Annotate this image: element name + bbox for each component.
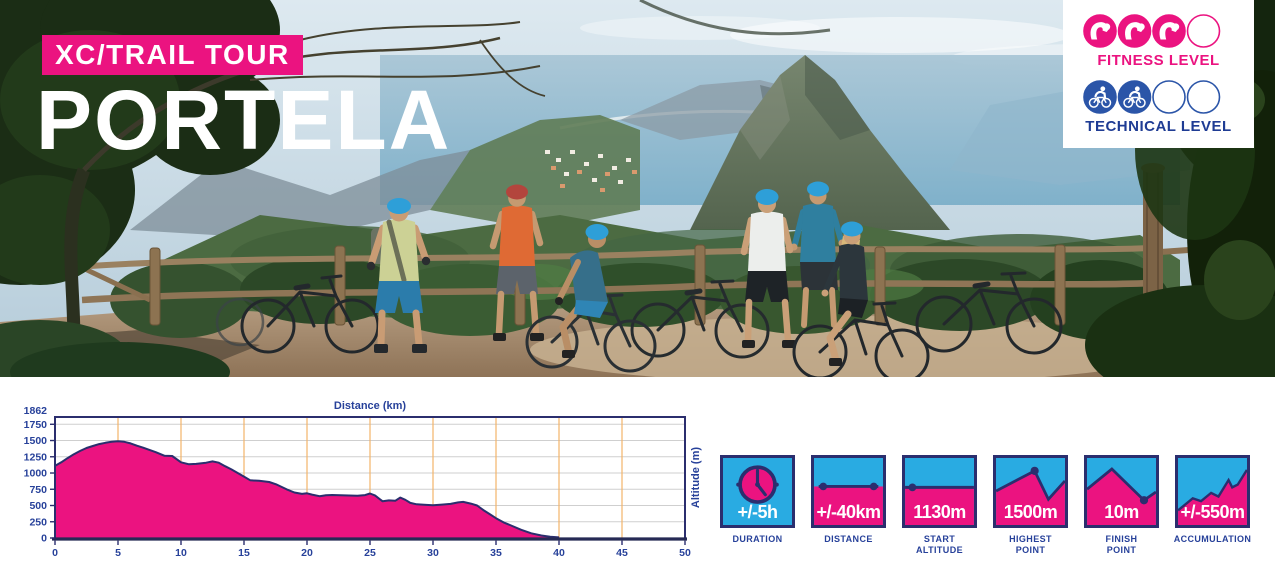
svg-text:1250: 1250 (24, 451, 48, 463)
village-hillside (430, 115, 640, 230)
stat-value: +/-40km (816, 502, 881, 522)
technical-level-label: TECHNICAL LEVEL (1085, 118, 1232, 135)
svg-text:750: 750 (29, 484, 47, 496)
stat-card-highest-point: 1500m HIGHEST POINT (993, 455, 1068, 555)
svg-text:1000: 1000 (24, 468, 48, 480)
svg-text:50: 50 (679, 547, 691, 559)
stat-card-start-altitude: 1130m START ALTITUDE (902, 455, 977, 555)
svg-text:25: 25 (364, 547, 376, 559)
svg-text:1862: 1862 (24, 405, 48, 417)
stat-label: ACCUMULATION (1173, 534, 1252, 544)
svg-text:20: 20 (301, 547, 313, 559)
svg-text:Distance (km): Distance (km) (334, 400, 406, 412)
rider-white-jersey (740, 189, 796, 348)
rider-blue-jacket (790, 181, 846, 328)
distant-mountains (130, 55, 1190, 240)
svg-text:1500: 1500 (24, 435, 48, 447)
svg-text:5: 5 (115, 547, 121, 559)
stat-value: 1500m (1003, 502, 1058, 522)
svg-text:30: 30 (427, 547, 439, 559)
stats-row: +/-5h DURATION +/-40km DISTANCE (720, 455, 1251, 555)
rider-teal-seated (525, 224, 657, 373)
svg-text:45: 45 (616, 547, 628, 559)
finish-point-icon (1087, 458, 1156, 525)
distance-line-icon (814, 458, 883, 525)
svg-text:10: 10 (175, 547, 187, 559)
stat-label: START ALTITUDE (915, 534, 964, 556)
svg-text:1750: 1750 (24, 419, 48, 431)
svg-text:35: 35 (490, 547, 502, 559)
stat-label: HIGHEST POINT (1009, 534, 1052, 556)
stat-value: 1130m (913, 502, 966, 522)
stat-card-duration: +/-5h DURATION (720, 455, 795, 544)
page-title: PORTELA (36, 73, 452, 167)
svg-text:40: 40 (553, 547, 565, 559)
stat-label: FINISH POINT (1105, 534, 1138, 556)
stat-value: +/-5h (737, 502, 778, 522)
category-badge: XC/TRAIL TOUR (42, 35, 303, 75)
svg-text:15: 15 (238, 547, 250, 559)
rider-blonde-seated (792, 221, 930, 377)
stat-value: 10m (1104, 502, 1139, 522)
stat-card-accumulation: +/-550m ACCUMULATION (1174, 455, 1251, 544)
stat-label: DISTANCE (824, 534, 873, 544)
stat-card-distance: +/-40km DISTANCE (811, 455, 886, 544)
riders (366, 181, 930, 377)
hero-photo: XC/TRAIL TOUR PORTELA FITNESS LEVEL TECH… (0, 0, 1275, 377)
technical-level-dots (1083, 80, 1221, 114)
rider-orange-shirt (489, 184, 544, 341)
fitness-level-dots (1083, 14, 1221, 48)
rider-yellow-shirt (366, 198, 431, 353)
stat-label: DURATION (732, 534, 783, 544)
svg-text:0: 0 (41, 533, 47, 545)
highest-point-icon (996, 458, 1065, 525)
svg-text:Altitude (m): Altitude (m) (690, 447, 702, 508)
fitness-level-label: FITNESS LEVEL (1097, 52, 1220, 69)
accumulation-icon (1178, 458, 1247, 525)
levels-card: FITNESS LEVEL TECHNICAL LEVEL (1063, 0, 1254, 148)
stat-value: +/-550m (1180, 502, 1245, 522)
svg-text:500: 500 (29, 500, 47, 512)
start-point-icon (905, 458, 974, 525)
svg-text:0: 0 (52, 547, 58, 559)
wooden-fence (60, 241, 1275, 326)
clock-icon (723, 458, 792, 525)
landscape-photo-illustration (0, 0, 1275, 377)
stat-card-finish-point: 10m FINISH POINT (1084, 455, 1159, 555)
svg-text:250: 250 (29, 516, 47, 528)
elevation-chart: 0 5 10 15 20 25 30 35 40 45 5002505007501000125015… (24, 400, 702, 559)
